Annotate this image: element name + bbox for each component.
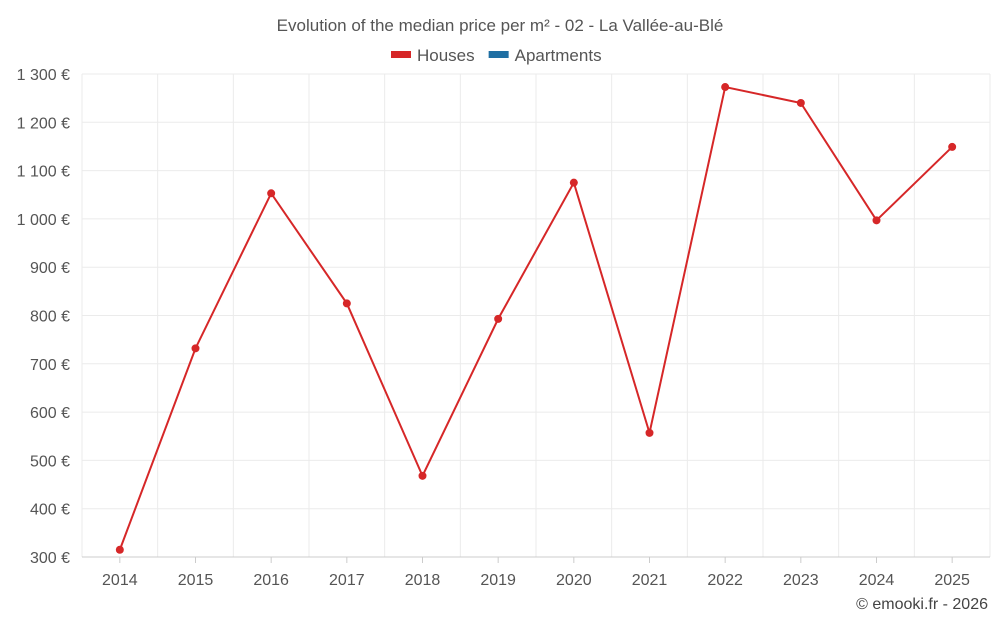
y-tick-label: 800 €: [30, 309, 70, 326]
y-tick-label: 900 €: [30, 260, 70, 277]
x-tick-label: 2019: [480, 572, 516, 589]
data-point-2025[interactable]: [948, 142, 957, 151]
data-point-2015[interactable]: [191, 344, 200, 353]
legend: Houses Apartments: [391, 46, 602, 65]
legend-label: Houses: [417, 46, 475, 65]
data-point-2023[interactable]: [796, 98, 805, 107]
y-tick-label: 1 300 €: [17, 67, 70, 84]
series-area: [115, 83, 957, 554]
data-point-2016[interactable]: [267, 189, 276, 198]
data-point-2024[interactable]: [872, 216, 881, 225]
legend-item-houses[interactable]: Houses: [391, 46, 475, 65]
x-tick-label: 2024: [859, 572, 895, 589]
data-point-2014[interactable]: [115, 545, 124, 554]
y-tick-label: 400 €: [30, 502, 70, 519]
x-tick-label: 2021: [632, 572, 668, 589]
x-tick-label: 2018: [405, 572, 441, 589]
y-tick-label: 500 €: [30, 453, 70, 470]
x-tick-label: 2014: [102, 572, 138, 589]
y-tick-label: 600 €: [30, 405, 70, 422]
x-tick-label: 2016: [253, 572, 289, 589]
data-point-2020[interactable]: [569, 178, 578, 187]
legend-item-apartments[interactable]: Apartments: [488, 46, 602, 65]
y-axis: 300 € 400 € 500 € 600 € 700 € 800 € 900 € 1 000…: [17, 67, 70, 567]
x-tick-label: 2015: [178, 572, 214, 589]
credit-text: © emooki.fr - 2026: [856, 596, 988, 613]
data-point-2021[interactable]: [645, 428, 654, 437]
x-tick-label: 2025: [934, 572, 970, 589]
x-tick-label: 2017: [329, 572, 365, 589]
y-tick-label: 1 200 €: [17, 115, 70, 132]
chart-title: Evolution of the median price per m² - 0…: [277, 16, 724, 35]
y-tick-label: 700 €: [30, 357, 70, 374]
x-tick-label: 2020: [556, 572, 592, 589]
data-point-2019[interactable]: [494, 314, 503, 323]
y-tick-label: 1 100 €: [17, 164, 70, 181]
data-point-2018[interactable]: [418, 471, 427, 480]
legend-swatch: [488, 51, 509, 58]
legend-label: Apartments: [515, 46, 602, 65]
data-point-2022[interactable]: [721, 83, 730, 92]
x-axis: 2014 2015 2016 2017 2018 2019 2020 2021 2022 2023…: [102, 557, 970, 589]
grid: [81, 73, 991, 558]
y-tick-label: 1 000 €: [17, 212, 70, 229]
series-line-houses: [118, 85, 953, 551]
x-tick-label: 2022: [707, 572, 743, 589]
x-tick-label: 2023: [783, 572, 819, 589]
y-tick-label: 300 €: [30, 550, 70, 567]
legend-swatch: [391, 51, 411, 58]
data-point-2017[interactable]: [342, 299, 351, 308]
